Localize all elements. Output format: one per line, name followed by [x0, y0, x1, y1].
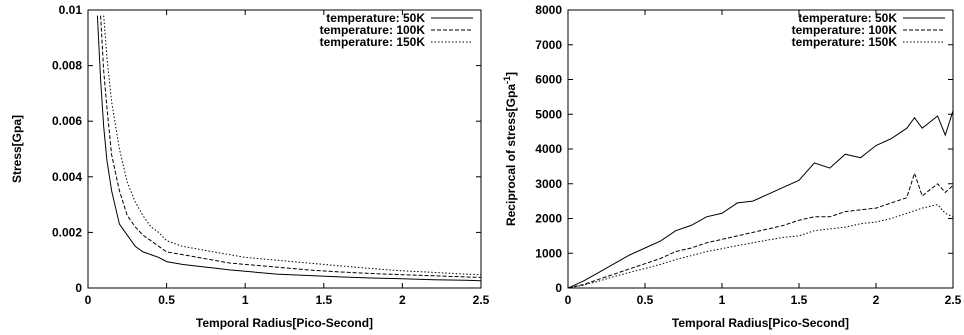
legend-label: temperature: 100K: [320, 23, 426, 37]
series-line-dashed: [100, 15, 481, 278]
series-group: [96, 15, 481, 282]
y-tick-label: 5000: [535, 107, 562, 121]
y-tick-label: 1000: [535, 246, 562, 260]
y-tick-label: 2000: [535, 212, 562, 226]
x-tick-label: 0: [565, 293, 572, 307]
legend-label: temperature: 100K: [792, 23, 898, 37]
legend-label: temperature: 150K: [320, 35, 426, 49]
stress-chart: 0 0.5 1 1.5 2 2.5 0 0.002 0.004 0.006 0.008 0.01 te…: [10, 3, 490, 330]
x-tick-label: 2.5: [473, 293, 490, 307]
y-tick-label: 0.01: [59, 3, 83, 17]
y-tick-label: 8000: [535, 3, 562, 17]
x-tick-label: 1.5: [791, 293, 808, 307]
y-axis-title-main: Reciprocal of stress[Gpa: [504, 84, 518, 226]
y-axis-title: Stress[Gpa]: [10, 115, 24, 183]
y-tick-label: 0.004: [52, 170, 82, 184]
axis-ticks: 0 0.5 1 1.5 2 2.5 0 1000 2000 3000 4000 5000 6000 700…: [535, 3, 961, 307]
y-tick-label: 0.002: [52, 225, 82, 239]
x-tick-label: 1.5: [315, 293, 332, 307]
series-group: [568, 110, 953, 288]
plot-frame: [567, 9, 954, 289]
x-tick-label: 1: [719, 293, 726, 307]
y-axis-title: Reciprocal of stress[Gpa-1]: [502, 72, 518, 226]
axis-ticks: 0 0.5 1 1.5 2 2.5 0 0.002 0.004 0.006 0.008 0.01: [52, 3, 490, 307]
x-axis-title: Temporal Radius[Pico-Second]: [672, 316, 849, 330]
legend-label: temperature: 50K: [326, 11, 425, 25]
y-tick-label: 3000: [535, 177, 562, 191]
y-tick-label: 0.008: [52, 59, 82, 73]
plot-frame: [87, 9, 482, 289]
x-axis-title: Temporal Radius[Pico-Second]: [196, 316, 373, 330]
series-line-solid: [568, 110, 953, 288]
x-tick-label: 2: [873, 293, 880, 307]
y-tick-label: 0.006: [52, 114, 82, 128]
y-tick-label: 0: [75, 281, 82, 295]
y-tick-label: 4000: [535, 142, 562, 156]
legend-label: temperature: 150K: [792, 35, 898, 49]
x-tick-label: 1: [242, 293, 249, 307]
series-line-dotted: [568, 204, 953, 288]
series-line-solid: [96, 15, 481, 282]
x-tick-label: 2: [399, 293, 406, 307]
x-tick-label: 0: [85, 293, 92, 307]
series-line-dashed: [568, 171, 953, 288]
y-tick-label: 6000: [535, 73, 562, 87]
x-tick-label: 0.5: [637, 293, 654, 307]
legend-label: temperature: 50K: [798, 11, 897, 25]
series-line-dotted: [103, 15, 481, 276]
y-axis-title-superscript: -1: [502, 76, 512, 84]
x-tick-label: 2.5: [945, 293, 962, 307]
y-tick-label: 7000: [535, 38, 562, 52]
y-axis-title-suffix: ]: [504, 72, 518, 76]
x-tick-label: 0.5: [158, 293, 175, 307]
reciprocal-stress-chart: 0 0.5 1 1.5 2 2.5 0 1000 2000 3000 4000 5000 6000 700…: [502, 3, 962, 330]
y-tick-label: 0: [555, 281, 562, 295]
